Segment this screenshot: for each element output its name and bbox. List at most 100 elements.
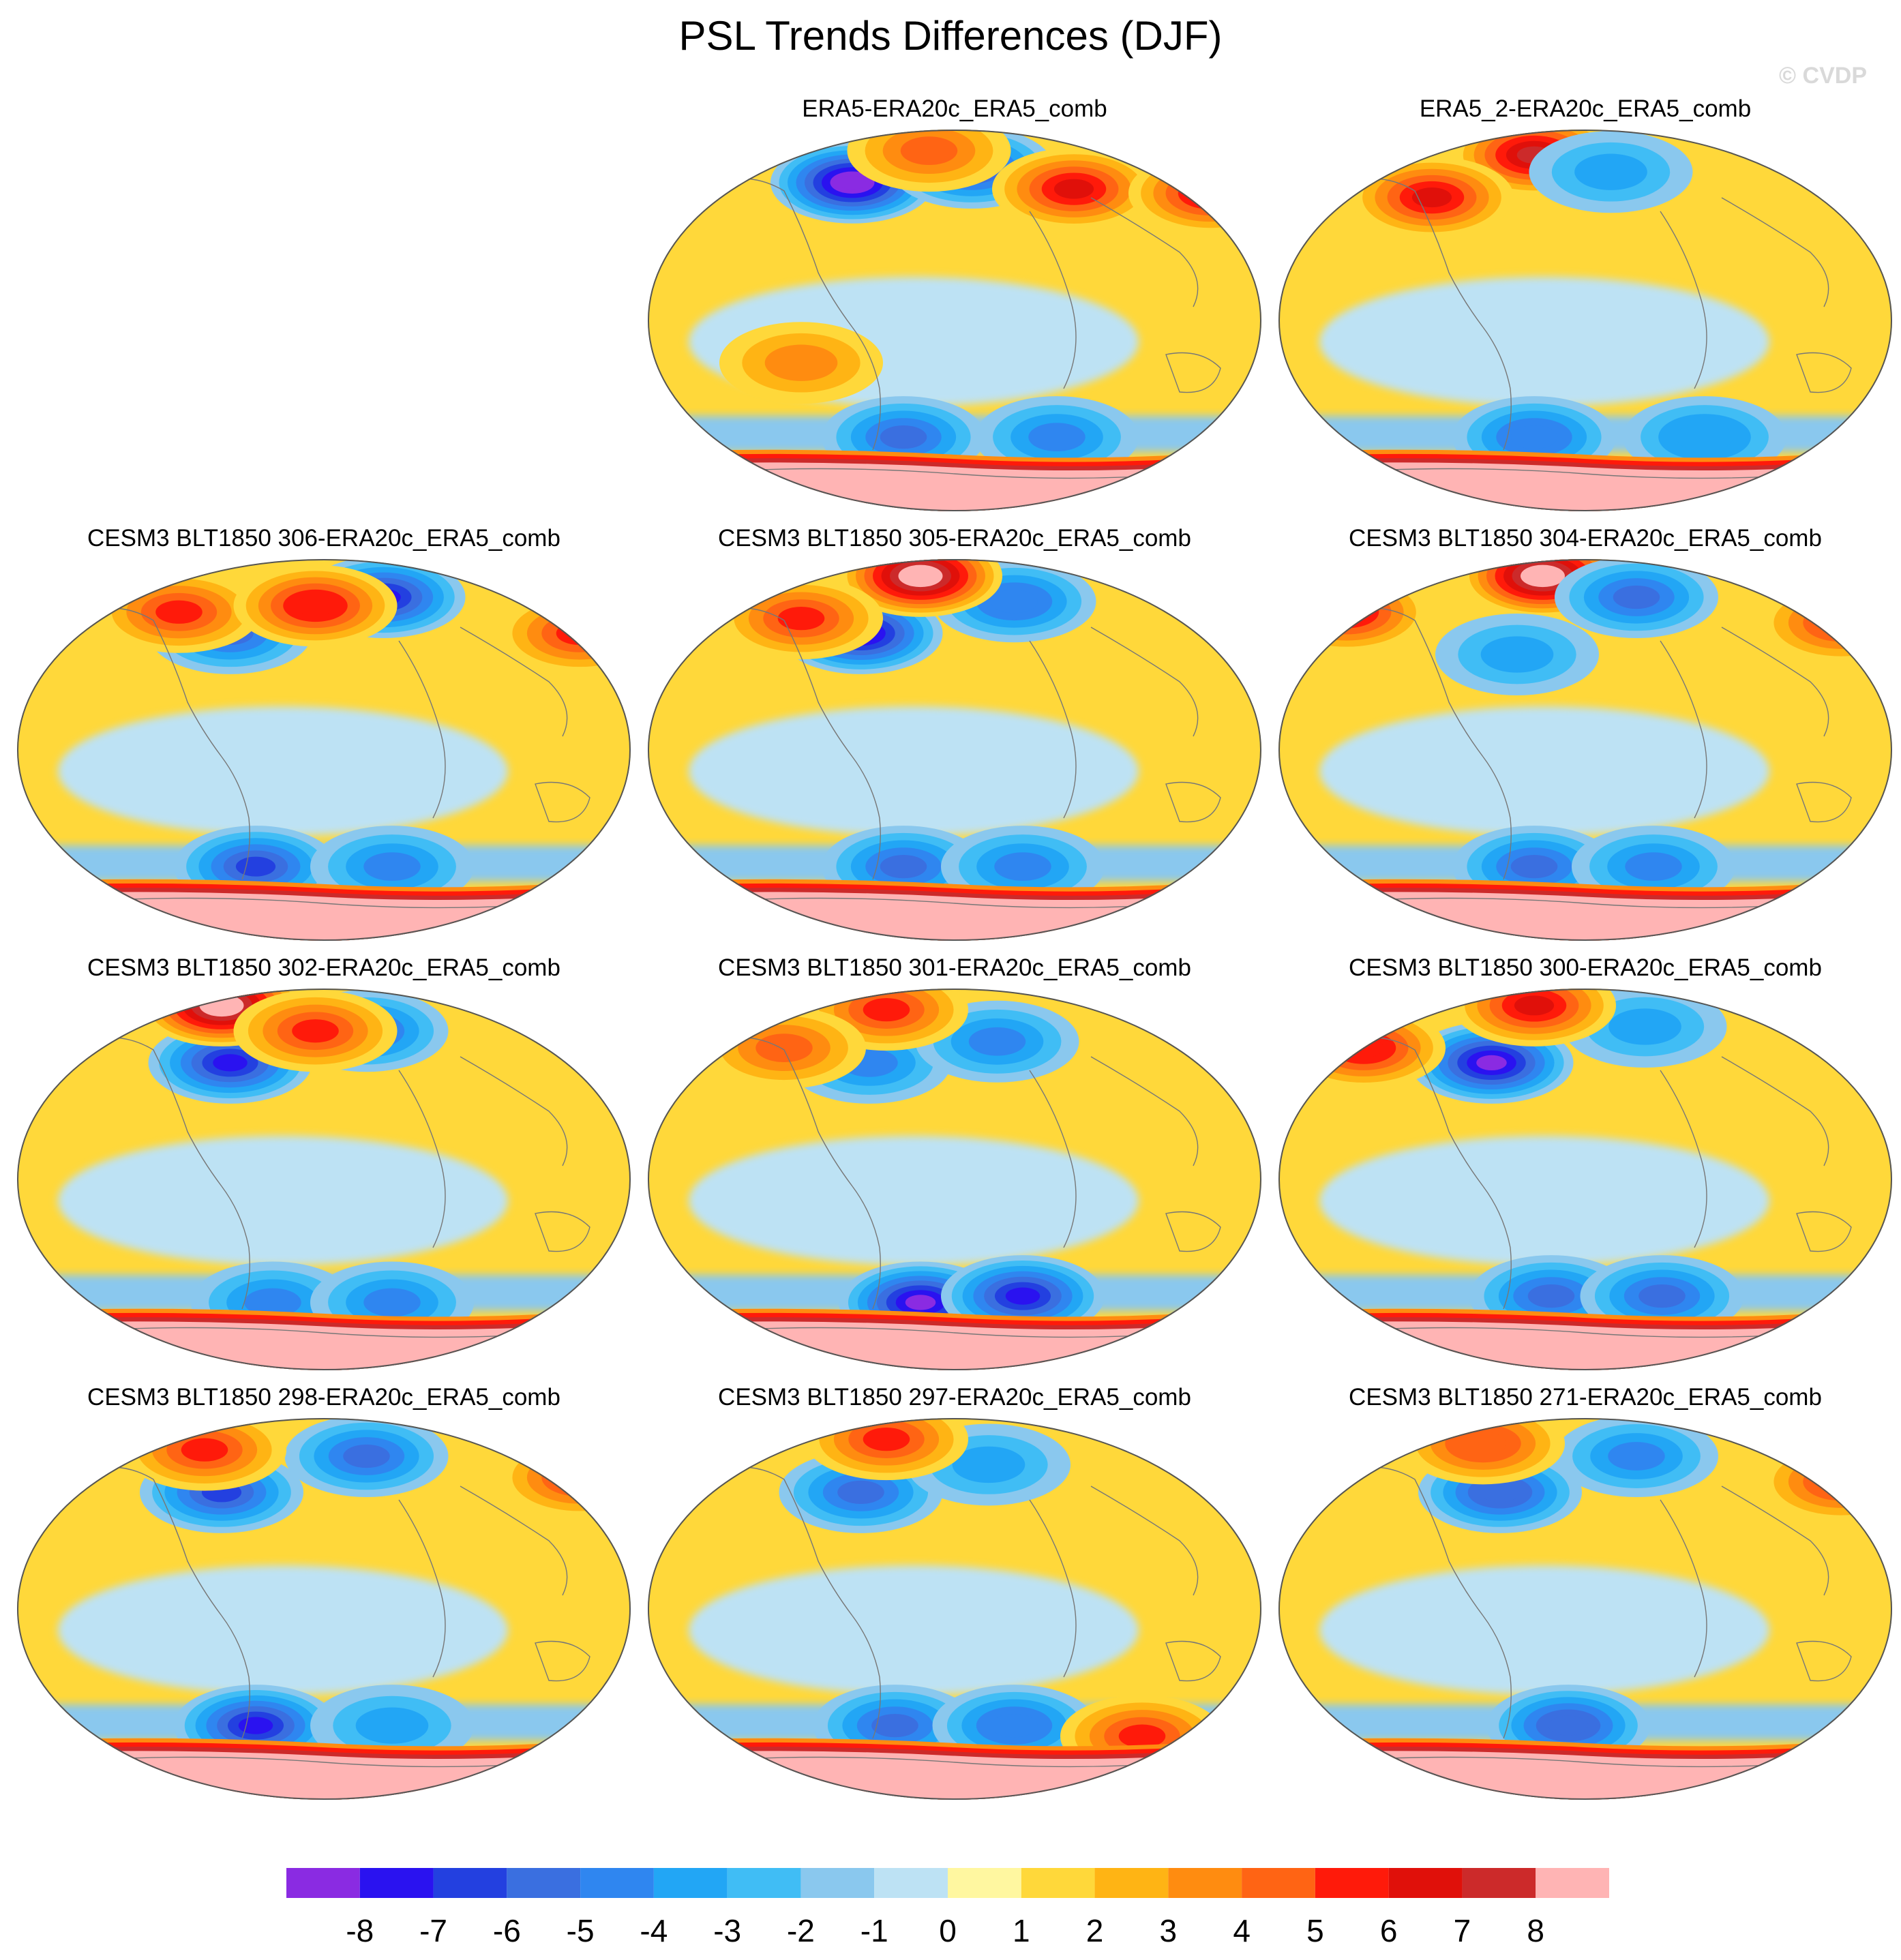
map-outline xyxy=(648,559,1261,941)
colorbar-tick-label: 2 xyxy=(1086,1913,1104,1948)
tropical-band xyxy=(58,706,508,836)
colorbar-swatch xyxy=(800,1868,875,1898)
map-panel: ERA5-ERA20c_ERA5_comb xyxy=(641,95,1268,525)
trend-blob xyxy=(839,559,1002,617)
tropical-band xyxy=(1319,277,1769,407)
antarctic-band xyxy=(648,1321,1261,1370)
map-outline xyxy=(17,989,631,1370)
colorbar-tick-label: 1 xyxy=(1013,1913,1030,1948)
tropical-band xyxy=(1319,1565,1769,1695)
map-outline xyxy=(648,989,1261,1370)
panel-title: CESM3 BLT1850 300-ERA20c_ERA5_comb xyxy=(1349,954,1822,981)
panel-title: CESM3 BLT1850 302-ERA20c_ERA5_comb xyxy=(87,954,560,981)
trend-blob xyxy=(1555,559,1718,638)
colorbar-swatch xyxy=(1094,1868,1169,1898)
colorbar-tick-label: -5 xyxy=(567,1913,595,1948)
panel-title: CESM3 BLT1850 298-ERA20c_ERA5_comb xyxy=(87,1384,560,1411)
colorbar-swatch xyxy=(727,1868,801,1898)
panel-title: CESM3 BLT1850 306-ERA20c_ERA5_comb xyxy=(87,525,560,552)
map-panel: CESM3 BLT1850 302-ERA20c_ERA5_comb xyxy=(10,954,638,1384)
map-outline xyxy=(1278,559,1892,941)
panel-title: ERA5_2-ERA20c_ERA5_comb xyxy=(1419,95,1752,122)
colorbar: -8 -7 -6 -5 -4 -3 -2 -1 0 1 2 3 4 5 6 7 8 xyxy=(286,1868,1609,1948)
map-panel: CESM3 BLT1850 271-ERA20c_ERA5_comb xyxy=(1272,1384,1899,1813)
colorbar-tick-label: 5 xyxy=(1306,1913,1324,1948)
map-svg xyxy=(648,1418,1261,1800)
map-outline xyxy=(1278,130,1892,511)
map-panel: ERA5_2-ERA20c_ERA5_comb xyxy=(1272,95,1899,525)
trend-blob xyxy=(719,577,883,660)
map-outline xyxy=(1278,1418,1892,1800)
map-outline xyxy=(648,1418,1261,1800)
map-svg xyxy=(17,1418,631,1800)
map-panel: CESM3 BLT1850 306-ERA20c_ERA5_comb xyxy=(10,525,638,954)
map-svg xyxy=(1278,1418,1892,1800)
tropical-band xyxy=(1319,1136,1769,1266)
colorbar-tick-label: -3 xyxy=(713,1913,741,1948)
antarctic-band xyxy=(17,891,631,941)
trend-blob xyxy=(992,148,1156,230)
map-svg xyxy=(648,130,1261,511)
colorbar-swatch xyxy=(580,1868,654,1898)
colorbar-tick-label: -8 xyxy=(346,1913,374,1948)
colorbar-swatch xyxy=(507,1868,581,1898)
tropical-band xyxy=(58,1136,508,1266)
colorbar-tick-label: -2 xyxy=(787,1913,815,1948)
map-panel: CESM3 BLT1850 301-ERA20c_ERA5_comb xyxy=(641,954,1268,1384)
trend-blob xyxy=(719,322,883,404)
tropical-band xyxy=(58,1565,508,1695)
colorbar-swatch xyxy=(286,1868,360,1898)
colorbar-tick-label: 6 xyxy=(1380,1913,1398,1948)
colorbar-tick-label: 4 xyxy=(1233,1913,1251,1948)
trend-blob xyxy=(310,1685,474,1767)
map-svg xyxy=(17,559,631,941)
panel-title: ERA5-ERA20c_ERA5_comb xyxy=(802,95,1107,122)
trend-blob xyxy=(233,564,398,647)
map-panel: CESM3 BLT1850 297-ERA20c_ERA5_comb xyxy=(641,1384,1268,1813)
colorbar-swatch xyxy=(1536,1868,1609,1898)
panel-title: CESM3 BLT1850 301-ERA20c_ERA5_comb xyxy=(718,954,1191,981)
colorbar-swatch xyxy=(948,1868,1021,1898)
panel-title: CESM3 BLT1850 297-ERA20c_ERA5_comb xyxy=(718,1384,1191,1411)
antarctic-band xyxy=(648,891,1261,941)
antarctic-band xyxy=(1278,1750,1892,1800)
antarctic-band xyxy=(648,462,1261,511)
map-svg xyxy=(1278,130,1892,511)
trend-blob xyxy=(941,1255,1105,1338)
map-outline xyxy=(648,130,1261,511)
map-panel: CESM3 BLT1850 300-ERA20c_ERA5_comb xyxy=(1272,954,1899,1384)
figure-title: PSL Trends Differences (DJF) xyxy=(678,13,1223,59)
map-outline xyxy=(17,1418,631,1800)
colorbar-swatch xyxy=(1388,1868,1463,1898)
tropical-band xyxy=(689,706,1139,836)
colorbar-tick-label: -1 xyxy=(860,1913,888,1948)
map-panel: CESM3 BLT1850 298-ERA20c_ERA5_comb xyxy=(10,1384,638,1813)
antarctic-band xyxy=(17,1321,631,1370)
colorbar-swatch xyxy=(1168,1868,1242,1898)
trend-blob xyxy=(1555,1418,1718,1497)
trend-blob xyxy=(941,826,1105,908)
colorbar-tick-label: 0 xyxy=(939,1913,957,1948)
colorbar-swatch xyxy=(359,1868,434,1898)
antarctic-band xyxy=(1278,1321,1892,1370)
colorbar-tick-label: -4 xyxy=(640,1913,668,1948)
colorbar-swatch xyxy=(1242,1868,1315,1898)
colorbar-tick-label: -6 xyxy=(493,1913,521,1948)
trend-blob xyxy=(233,990,398,1072)
trend-blob xyxy=(1350,156,1514,239)
tropical-band xyxy=(1319,706,1769,836)
map-outline xyxy=(17,559,631,941)
tropical-band xyxy=(689,1565,1139,1695)
map-svg xyxy=(648,989,1261,1370)
colorbar-tick-label: -7 xyxy=(419,1913,447,1948)
colorbar-tick-label: 8 xyxy=(1527,1913,1544,1948)
map-svg xyxy=(1278,989,1892,1370)
watermark: © CVDP xyxy=(1779,63,1867,89)
colorbar-tick-label: 3 xyxy=(1160,1913,1178,1948)
map-svg xyxy=(1278,559,1892,941)
panel-title: CESM3 BLT1850 271-ERA20c_ERA5_comb xyxy=(1349,1384,1822,1411)
colorbar-swatch xyxy=(1315,1868,1389,1898)
antarctic-band xyxy=(17,1750,631,1800)
trend-blob xyxy=(1580,1255,1744,1338)
map-svg xyxy=(648,559,1261,941)
